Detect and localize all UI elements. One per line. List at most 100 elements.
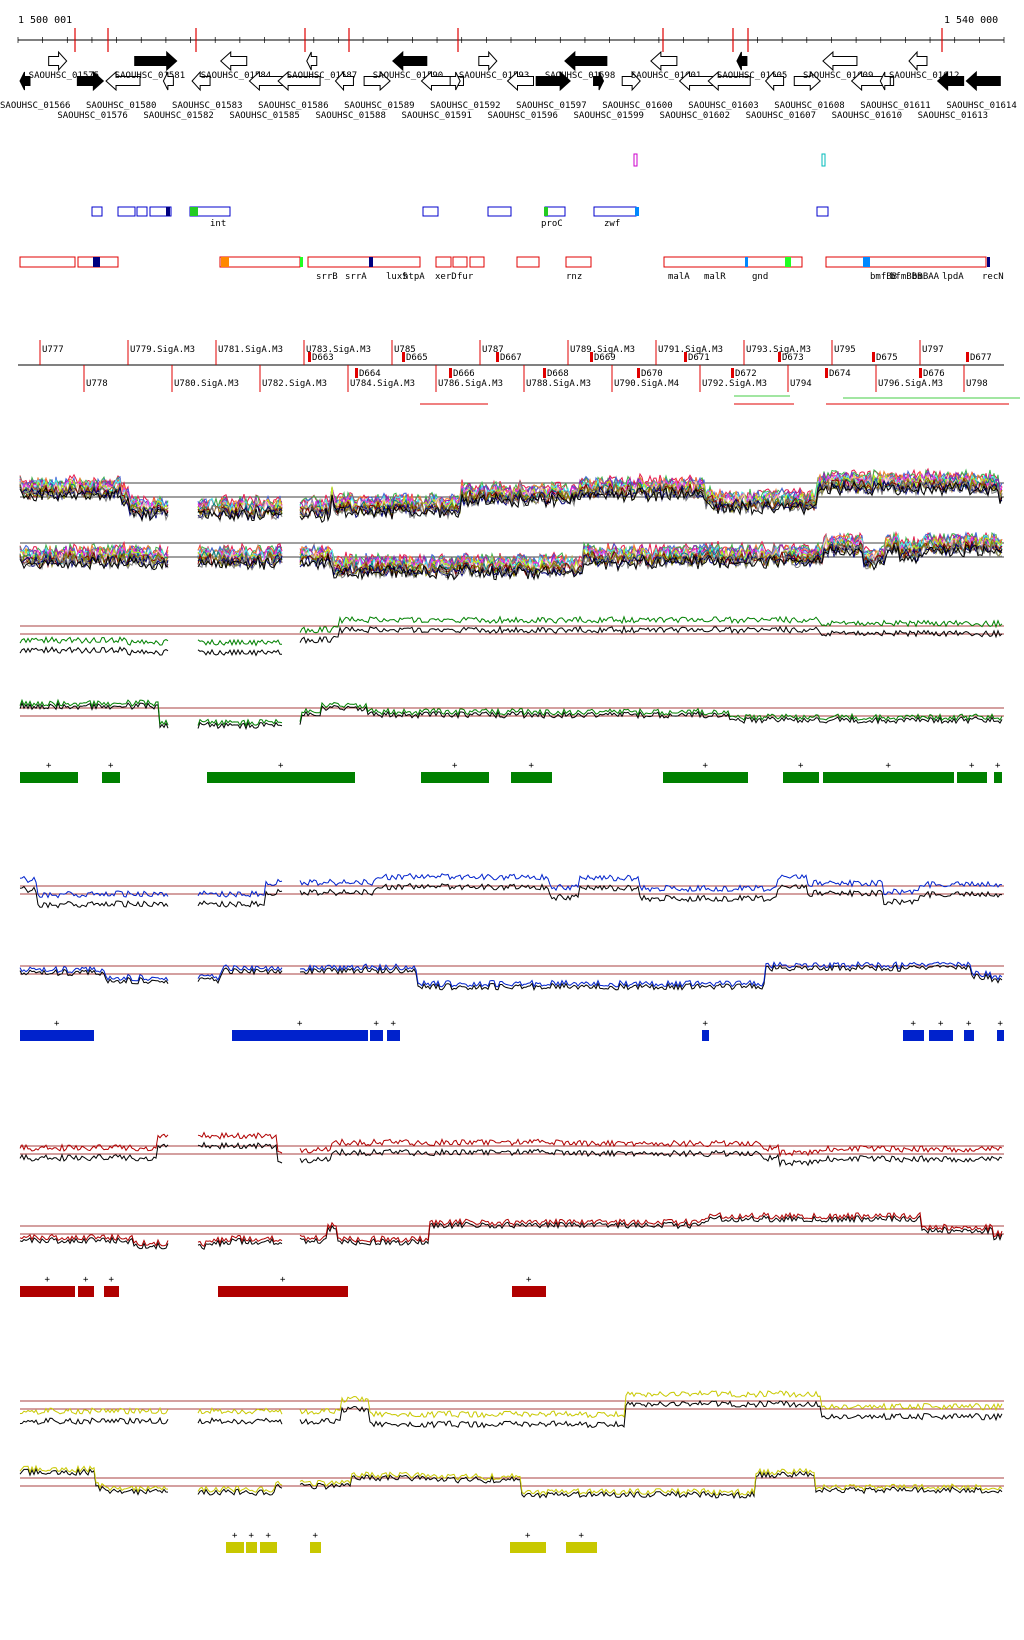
segment-mark: + (266, 1531, 272, 1541)
gene-label: SAOUHSC_01586 (258, 101, 328, 111)
gene-arrow[interactable] (219, 50, 248, 72)
terminator-label: D671 (688, 353, 710, 363)
feature-fill (369, 257, 373, 267)
gene-label: SAOUHSC_01584 (201, 71, 271, 81)
segment-bar (20, 772, 78, 783)
terminator-mark (778, 352, 781, 362)
reference-profile (19, 882, 1003, 909)
segment-bar (226, 1542, 244, 1553)
gene-arrow[interactable] (650, 50, 678, 72)
gene-arrow[interactable] (678, 70, 715, 92)
gene-name-label: luxS (386, 272, 408, 282)
condition-red-track: + + + + + (19, 1131, 1004, 1297)
gene-arrow[interactable] (936, 70, 965, 92)
gene-arrow[interactable] (76, 70, 105, 92)
gene-name-label: htpA (403, 272, 425, 282)
segment-mark: + (995, 761, 1001, 771)
gene-arrow[interactable] (879, 71, 891, 91)
gene-arrow[interactable] (764, 70, 785, 92)
gene-arrow[interactable] (965, 70, 1001, 92)
segment-mark: + (54, 1019, 60, 1029)
terminator-label: D670 (641, 369, 663, 379)
segment-mark: + (966, 1019, 972, 1029)
gene-arrow[interactable] (363, 70, 391, 92)
feature-fill (863, 257, 870, 267)
gene-arrow[interactable] (564, 50, 608, 72)
gene-arrow[interactable] (334, 70, 354, 92)
terminator-label: D664 (359, 369, 381, 379)
gene-arrow[interactable] (162, 71, 174, 91)
segment-bar (566, 1542, 597, 1553)
gene-label: SAOUHSC_01598 (545, 71, 615, 81)
terminator-label: D667 (500, 353, 522, 363)
gene-arrow[interactable] (822, 50, 858, 72)
feature-fill (745, 257, 748, 267)
misc-feature-fill (166, 207, 170, 216)
gene-arrow[interactable] (793, 70, 822, 92)
terminator-mark (731, 368, 734, 378)
gene-arrow[interactable] (134, 50, 178, 72)
gene-arrow[interactable] (908, 50, 928, 72)
segment-bar (78, 1286, 94, 1297)
gene-label: SAOUHSC_01605 (717, 71, 787, 81)
promoter-label: U797 (922, 345, 944, 355)
gene-arrow[interactable] (306, 51, 318, 71)
reference-profile (19, 625, 1003, 657)
gene-arrow[interactable] (48, 50, 68, 72)
gene-name-label: proC (541, 219, 563, 229)
condition-profile (19, 1211, 1003, 1248)
feature-box (825, 256, 987, 268)
gene-arrow[interactable] (707, 70, 751, 92)
gene-arrow[interactable] (449, 71, 461, 91)
segment-mark: + (232, 1531, 238, 1541)
gene-name-label: recN (982, 272, 1004, 282)
gene-label: SAOUHSC_01590 (373, 71, 443, 81)
condition-blue-track: + + + + + + + + + (19, 872, 1004, 1041)
terminator-label: D666 (453, 369, 475, 379)
gene-arrow[interactable] (593, 71, 605, 91)
gene-label: SAOUHSC_01607 (746, 111, 816, 121)
feature-fill (221, 257, 229, 267)
gene-name-label: xerD (435, 272, 457, 282)
feature-track (19, 256, 990, 268)
segment-bar (702, 1030, 709, 1041)
segment-mark: + (278, 761, 284, 771)
gene-arrow[interactable] (535, 70, 571, 92)
gene-label: SAOUHSC_01580 (86, 101, 156, 111)
segment-bar (957, 772, 987, 783)
gene-name-label: rnz (566, 272, 582, 282)
segment-bar (218, 1286, 348, 1297)
gene-label: SAOUHSC_01611 (860, 101, 930, 111)
gene-arrow[interactable] (621, 70, 641, 92)
promoter-label: U798 (966, 379, 988, 389)
segment-mark: + (313, 1531, 319, 1541)
gene-arrow[interactable] (191, 70, 211, 92)
gene-name-label: lpdA (942, 272, 964, 282)
gene-arrow[interactable] (248, 70, 284, 92)
gene-arrow[interactable] (478, 50, 498, 72)
gene-arrow[interactable] (736, 51, 748, 71)
gene-arrow[interactable] (506, 70, 534, 92)
gene-arrow[interactable] (277, 70, 321, 92)
gene-arrow[interactable] (19, 71, 31, 91)
gene-arrow[interactable] (105, 70, 141, 92)
terminator-mark (449, 368, 452, 378)
segment-mark: + (703, 761, 709, 771)
feature-box (219, 256, 301, 268)
cyan-marker (821, 153, 826, 167)
segment-mark: + (703, 1019, 709, 1029)
segment-mark: + (297, 1019, 303, 1029)
gene-label: SAOUHSC_01599 (574, 111, 644, 121)
gene-label: SAOUHSC_01603 (688, 101, 758, 111)
segment-bar (20, 1030, 94, 1041)
segment-bar (310, 1542, 321, 1553)
segment-mark: + (45, 1275, 51, 1285)
gene-arrow[interactable] (392, 50, 428, 72)
gene-label: SAOUHSC_01591 (401, 111, 471, 121)
segment-bar (512, 1286, 546, 1297)
terminator-mark (308, 352, 311, 362)
terminator-mark (637, 368, 640, 378)
gene-label: SAOUHSC_01583 (172, 101, 242, 111)
condition-profile (19, 615, 1003, 647)
